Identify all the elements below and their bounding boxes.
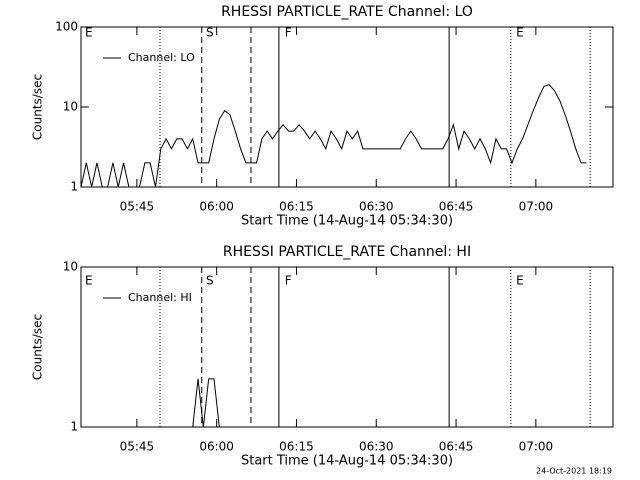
event-label: S xyxy=(206,26,214,40)
x-axis-label: Start Time (14-Aug-14 05:34:30) xyxy=(241,214,453,229)
event-label: E xyxy=(516,26,524,40)
event-label: E xyxy=(85,274,93,288)
event-label: F xyxy=(285,274,292,288)
x-tick-label: 06:00 xyxy=(199,440,234,454)
footer: 24-Oct-2021 18:19 xyxy=(536,467,612,476)
x-tick-label: 06:45 xyxy=(439,440,474,454)
y-tick-label: 1 xyxy=(70,420,78,434)
x-tick-label: 06:30 xyxy=(359,440,394,454)
data-line xyxy=(80,84,587,188)
event-label: E xyxy=(516,274,524,288)
x-axis-label: Start Time (14-Aug-14 05:34:30) xyxy=(241,454,453,469)
x-tick-label: 06:15 xyxy=(279,200,314,214)
x-tick-label: 06:15 xyxy=(279,440,314,454)
event-label: F xyxy=(285,26,292,40)
y-tick-label: 100 xyxy=(55,20,78,34)
x-tick-label: 06:45 xyxy=(439,200,474,214)
x-tick-label: 05:45 xyxy=(120,440,155,454)
y-tick-label: 10 xyxy=(63,100,78,114)
chart-title: RHESSI PARTICLE_RATE Channel: HI xyxy=(223,244,471,260)
y-axis-label: Counts/sec xyxy=(31,314,45,380)
x-tick-label: 07:00 xyxy=(519,440,554,454)
plot-frame xyxy=(80,266,614,428)
event-label: S xyxy=(206,274,214,288)
y-tick-label: 10 xyxy=(63,260,78,274)
y-axis-label: Counts/sec xyxy=(31,74,45,140)
legend-label: Channel: HI xyxy=(128,291,192,304)
x-tick-label: 06:30 xyxy=(359,200,394,214)
x-tick-label: 06:00 xyxy=(199,200,234,214)
legend-label: Channel: LO xyxy=(128,51,195,64)
chart-title: RHESSI PARTICLE_RATE Channel: LO xyxy=(221,4,473,20)
x-tick-label: 05:45 xyxy=(120,200,155,214)
event-label: E xyxy=(85,26,93,40)
x-tick-label: 07:00 xyxy=(519,200,554,214)
data-line xyxy=(192,378,220,428)
y-tick-label: 1 xyxy=(70,180,78,194)
